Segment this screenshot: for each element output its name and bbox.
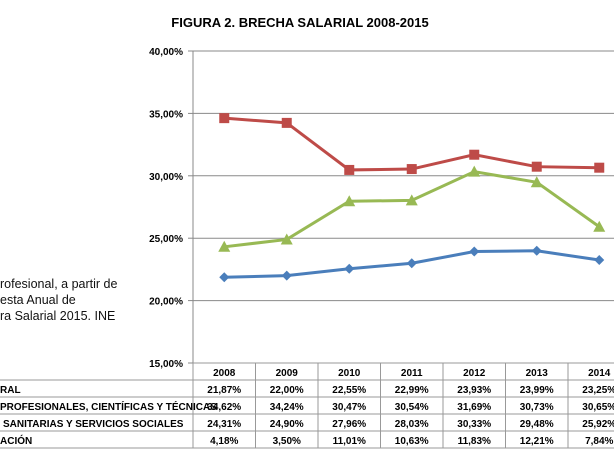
- x-tick-label: 2008: [213, 368, 236, 379]
- source-note-3: ra Salarial 2015. INE: [0, 309, 115, 323]
- data-point: [405, 194, 418, 206]
- y-tick-label: 30,00%: [149, 172, 183, 183]
- legend-entry: RAL: [0, 385, 21, 396]
- data-point: [219, 272, 230, 283]
- data-point: [531, 245, 542, 256]
- data-point: [468, 165, 481, 177]
- data-point: [281, 117, 292, 128]
- data-label: 28,03%: [395, 419, 429, 430]
- data-point: [406, 258, 417, 269]
- data-point: [280, 233, 293, 245]
- data-label: 24,90%: [270, 419, 304, 430]
- source-note-1: rofesional, a partir de: [0, 277, 117, 291]
- data-point: [469, 149, 480, 160]
- x-tick-label: 2012: [463, 368, 486, 379]
- data-point: [343, 195, 356, 207]
- x-tick-label: 2011: [401, 368, 423, 379]
- data-label: 3,50%: [273, 436, 301, 447]
- data-point: [593, 220, 606, 232]
- data-label: 23,25%: [582, 385, 614, 396]
- legend-entry: ACIÓN: [0, 434, 32, 447]
- data-label: 27,96%: [332, 419, 366, 430]
- data-label: 34,62%: [207, 402, 241, 413]
- x-tick-label: 2009: [276, 368, 299, 379]
- data-label: 11,83%: [458, 436, 491, 447]
- source-note-2: esta Anual de: [0, 293, 76, 307]
- data-label: 10,63%: [395, 436, 429, 447]
- chart-title: FIGURA 2. BRECHA SALARIAL 2008-2015: [171, 15, 428, 30]
- x-tick-label: 2014: [588, 368, 611, 379]
- data-point: [406, 164, 417, 175]
- data-label: 30,33%: [457, 419, 491, 430]
- y-tick-label: 35,00%: [149, 109, 183, 120]
- data-label: 30,47%: [332, 402, 366, 413]
- data-label: 30,65%: [582, 402, 614, 413]
- data-point: [281, 270, 292, 281]
- legend-entry: PROFESIONALES, CIENTÍFICAS Y TÉCNICAS: [0, 400, 217, 413]
- data-label: 4,18%: [210, 436, 238, 447]
- data-label: 25,92%: [582, 419, 614, 430]
- data-point: [219, 113, 230, 124]
- data-label: 31,69%: [457, 402, 491, 413]
- x-tick-label: 2013: [526, 368, 549, 379]
- data-label: 24,31%: [207, 419, 241, 430]
- y-tick-label: 25,00%: [149, 234, 183, 245]
- data-label: 30,54%: [395, 402, 429, 413]
- y-tick-label: 15,00%: [149, 359, 183, 370]
- data-point: [344, 164, 355, 175]
- data-label: 30,73%: [520, 402, 554, 413]
- data-label: 23,93%: [457, 385, 491, 396]
- data-point: [218, 240, 231, 252]
- data-label: 12,21%: [520, 436, 554, 447]
- legend-entry: SANITARIAS Y SERVICIOS SOCIALES: [3, 419, 184, 430]
- data-label: 21,87%: [207, 385, 241, 396]
- data-label: 22,55%: [332, 385, 366, 396]
- data-label: 11,01%: [333, 436, 366, 447]
- x-tick-label: 2010: [338, 368, 361, 379]
- data-label: 34,24%: [270, 402, 304, 413]
- data-point: [530, 176, 543, 188]
- data-label: 22,00%: [270, 385, 304, 396]
- series-line: [224, 116, 600, 172]
- data-label: 29,48%: [520, 419, 554, 430]
- data-label: 7,84%: [585, 436, 613, 447]
- series-line: [224, 170, 601, 249]
- data-point: [594, 255, 605, 266]
- data-point: [469, 246, 480, 257]
- data-label: 23,99%: [520, 385, 554, 396]
- data-point: [531, 161, 542, 172]
- y-tick-label: 20,00%: [149, 297, 183, 308]
- y-tick-label: 40,00%: [149, 47, 183, 58]
- data-point: [344, 263, 355, 274]
- data-point: [594, 162, 605, 173]
- data-label: 22,99%: [395, 385, 429, 396]
